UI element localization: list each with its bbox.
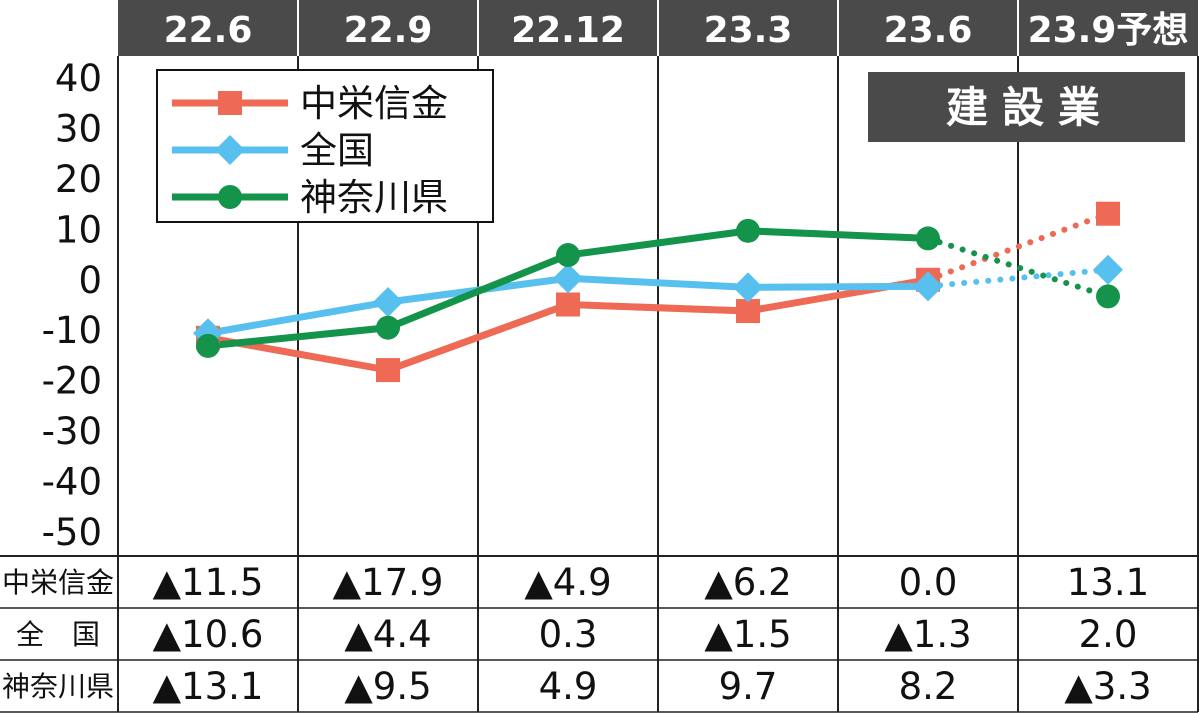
header-period-label: 22.12 <box>511 10 625 51</box>
data-point-circle <box>376 315 400 340</box>
data-point-diamond <box>733 272 763 303</box>
table-cell: ▲17.9 <box>333 561 444 604</box>
badge-background <box>868 72 1185 142</box>
table-cell: ▲13.1 <box>153 665 264 708</box>
data-point-circle <box>196 333 220 358</box>
data-point-diamond <box>373 286 403 317</box>
table-row-label: 神奈川県 <box>2 670 114 703</box>
header-period-label: 23.6 <box>884 10 973 51</box>
data-point-diamond <box>553 263 583 294</box>
y-tick-label: 20 <box>55 158 102 201</box>
table-row-label: 全 国 <box>16 618 100 651</box>
header-period-label: 23.3 <box>704 10 793 51</box>
header-period-label: 23.9予想 <box>1028 10 1189 51</box>
y-axis-ticks: 40 30 20 10 0 -10 -20 -30 -40 -50 <box>42 57 102 554</box>
data-point-diamond <box>913 271 943 302</box>
table-cell: 13.1 <box>1067 561 1149 604</box>
y-tick-label: -50 <box>42 511 102 554</box>
table-cell: ▲10.6 <box>153 613 264 656</box>
legend-marker-circle <box>218 185 242 209</box>
legend-label: 中栄信金 <box>300 82 448 125</box>
data-point-square <box>376 358 400 383</box>
data-point-diamond <box>1093 254 1123 285</box>
table-cell: ▲4.9 <box>524 561 611 604</box>
y-tick-label: 40 <box>55 57 102 100</box>
table-cell: ▲4.4 <box>344 613 431 656</box>
data-point-square <box>1096 201 1120 226</box>
table-cell: ▲6.2 <box>704 561 791 604</box>
data-point-circle <box>556 243 580 268</box>
table-cell: 2.0 <box>1079 613 1138 656</box>
data-point-square <box>736 299 760 324</box>
category-title: 建設業 <box>946 83 1114 132</box>
table-row-label: 中栄信金 <box>2 566 114 599</box>
table-cell: ▲1.5 <box>704 613 791 656</box>
table-cell: 4.9 <box>539 665 598 708</box>
y-tick-label: -20 <box>42 360 102 403</box>
series-markers <box>193 201 1123 383</box>
legend-marker-square <box>218 91 242 115</box>
header-period-label: 22.9 <box>344 10 433 51</box>
y-tick-label: -10 <box>42 309 102 352</box>
header-period-label: 22.6 <box>164 10 253 51</box>
table-cell: ▲3.3 <box>1064 665 1151 708</box>
data-point-square <box>556 292 580 317</box>
y-tick-label: -30 <box>42 410 102 453</box>
y-tick-label: -40 <box>42 461 102 504</box>
legend-label: 全国 <box>300 129 374 172</box>
table-cell: 9.7 <box>719 665 778 708</box>
table-cell: 0.3 <box>539 613 598 656</box>
table-cell: 8.2 <box>899 665 958 708</box>
table-cell: ▲1.3 <box>884 613 971 656</box>
header-band: 22.6 22.9 22.12 23.3 23.6 23.9予想 <box>118 0 1198 56</box>
y-tick-label: 30 <box>55 107 102 150</box>
data-table: 中栄信金 ▲11.5 ▲17.9 ▲4.9 ▲6.2 0.0 13.1 全 国 ▲10.6 ▲4.… <box>2 561 1152 708</box>
legend-marker-diamond <box>215 135 245 165</box>
series-forecast-line-circle <box>925 235 1111 300</box>
y-tick-label: 10 <box>55 208 102 251</box>
data-point-circle <box>916 226 940 251</box>
table-cell: ▲11.5 <box>153 561 264 604</box>
table-cell: ▲9.5 <box>344 665 431 708</box>
category-badge: 建設業 <box>868 72 1185 142</box>
series-forecast-line-square <box>925 210 1111 283</box>
data-point-circle <box>736 218 760 243</box>
y-tick-label: 0 <box>78 259 102 302</box>
data-point-circle <box>1096 284 1120 309</box>
table-cell: 0.0 <box>899 561 958 604</box>
legend-label: 神奈川県 <box>300 176 448 219</box>
